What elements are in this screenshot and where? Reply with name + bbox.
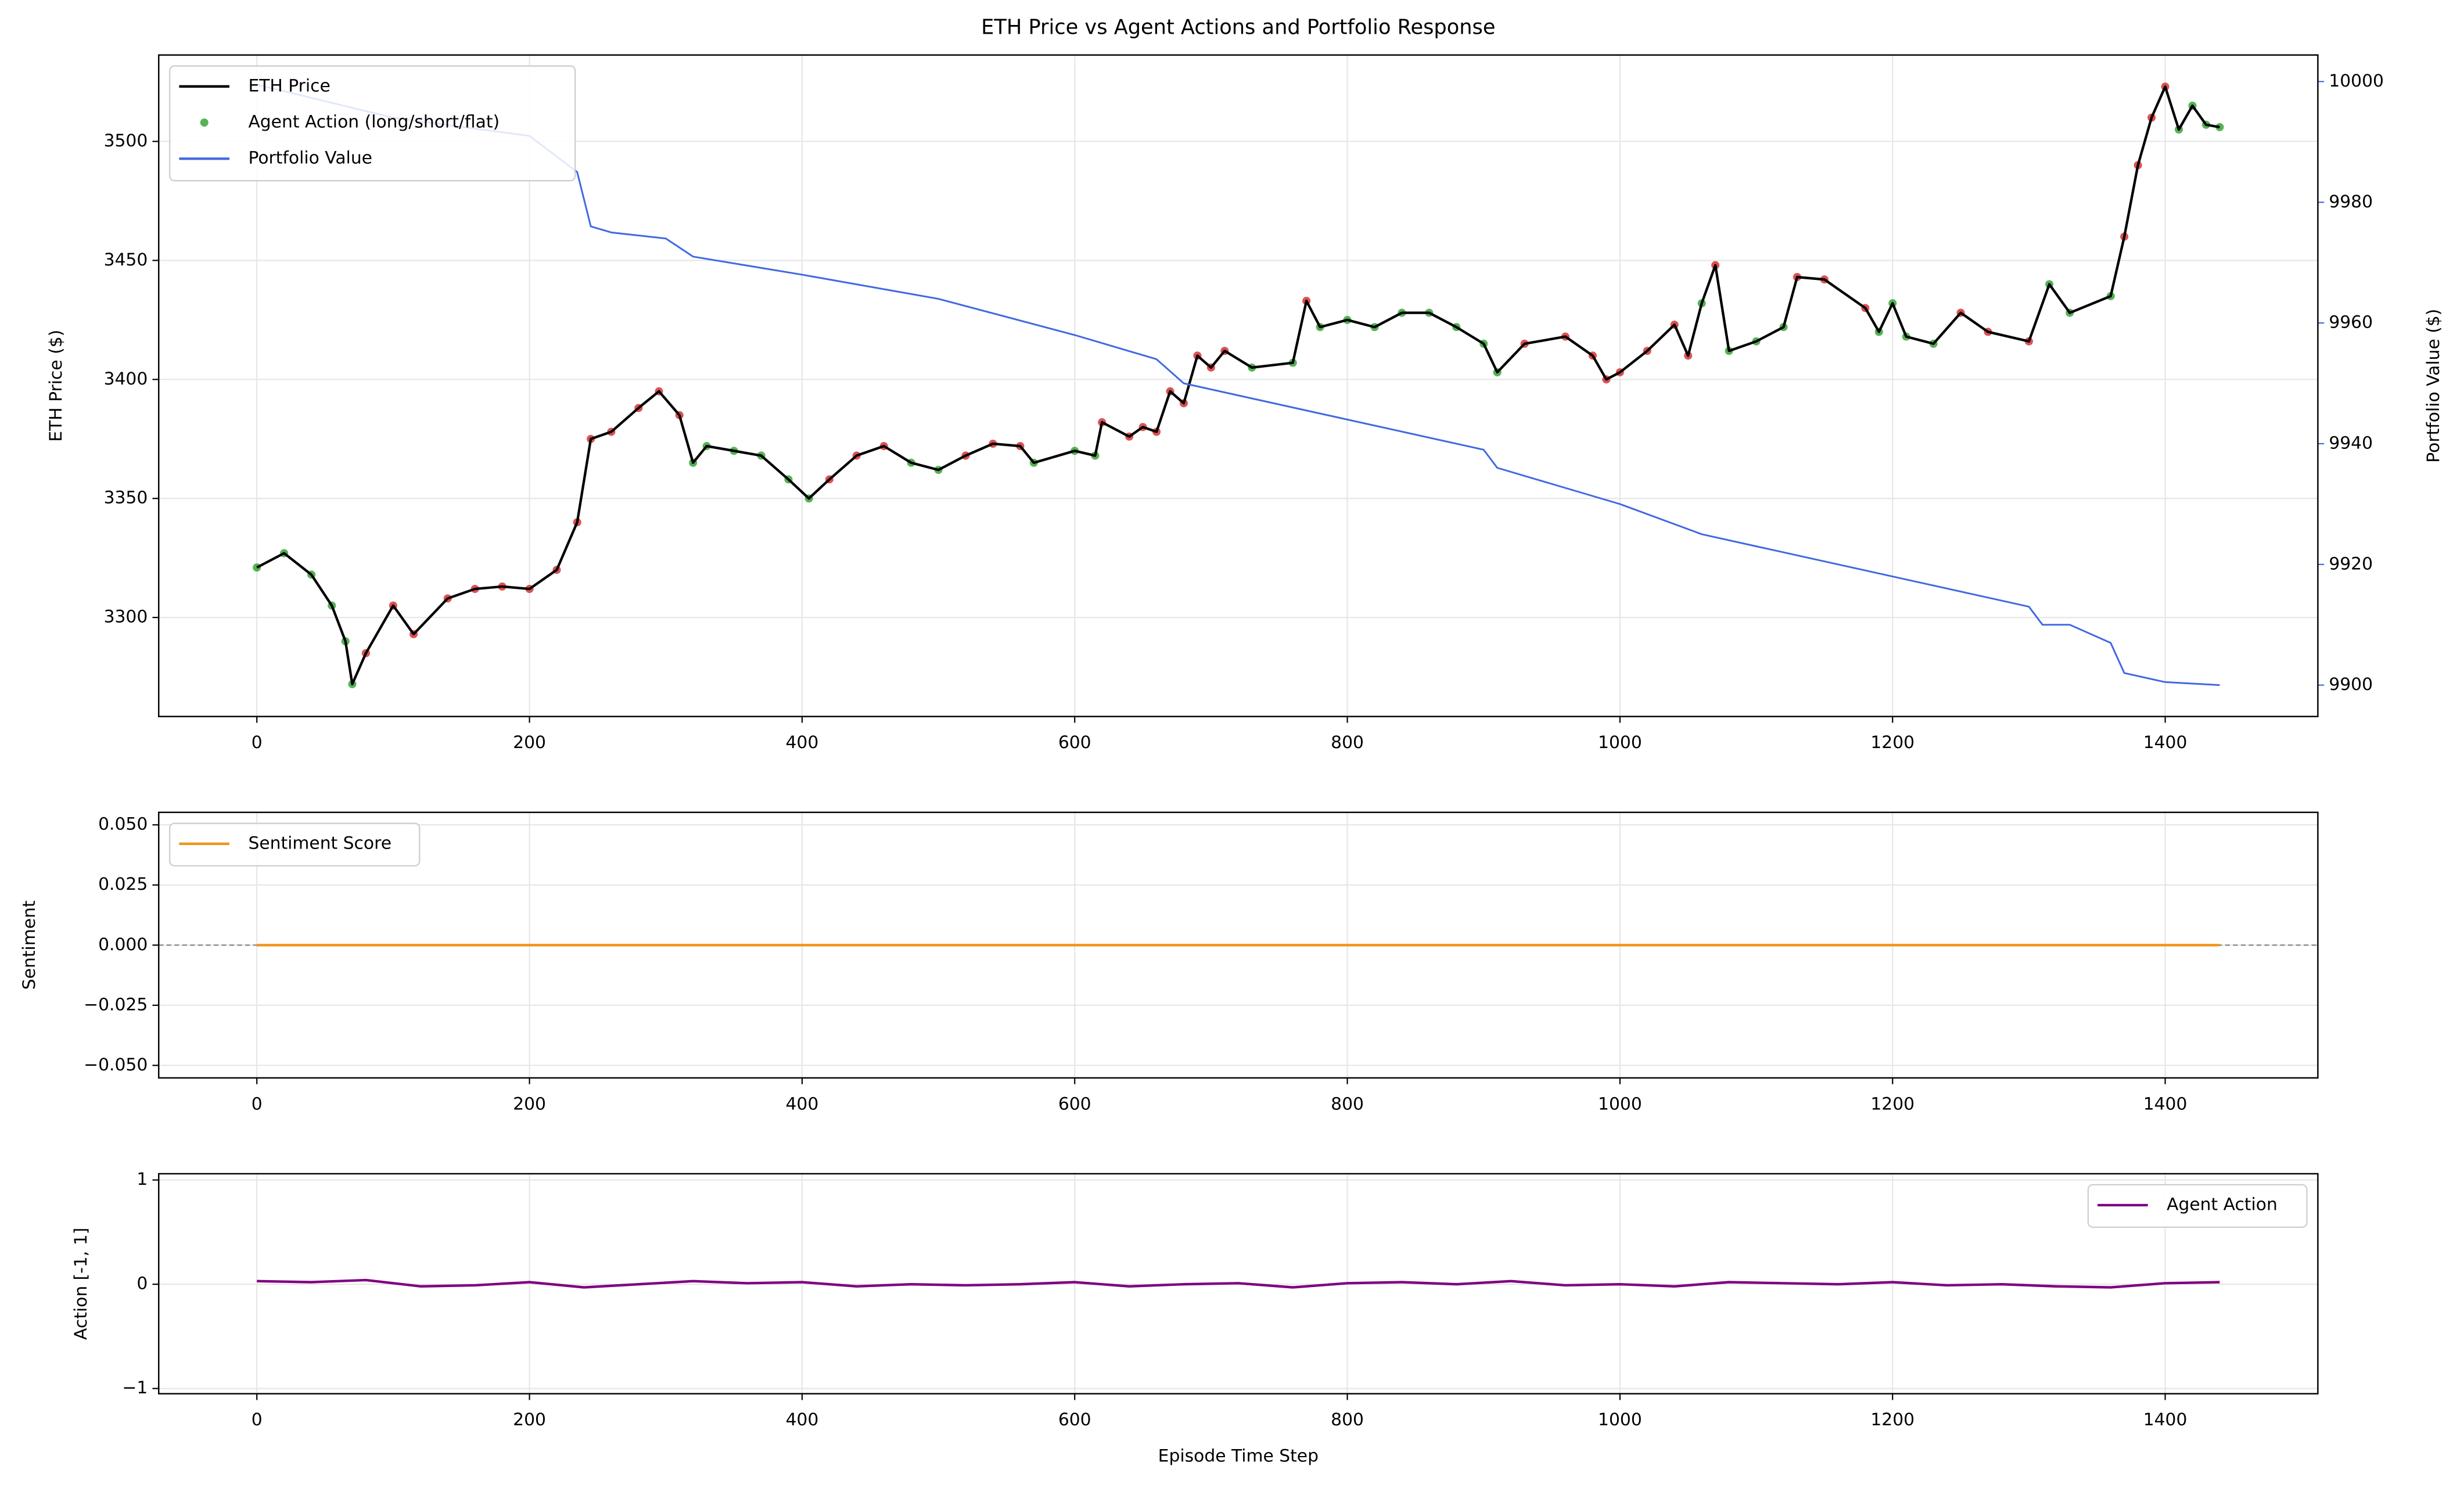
- x-tick-label: 1400: [2143, 1094, 2188, 1114]
- x-tick-label: 1400: [2143, 1410, 2188, 1430]
- y-tick-label: 0: [137, 1274, 148, 1294]
- chart-title: ETH Price vs Agent Actions and Portfolio…: [981, 16, 1495, 39]
- y2-tick-label: 9940: [2329, 433, 2373, 453]
- y-tick-label: 3400: [104, 369, 148, 389]
- x-tick-label: 200: [513, 1094, 546, 1114]
- legend-label: Portfolio Value: [248, 148, 372, 168]
- x-tick-label: 0: [252, 1094, 263, 1114]
- y-tick-label: 0.025: [98, 874, 148, 894]
- x-tick-label: 1000: [1598, 1410, 1642, 1430]
- x-tick-label: 400: [785, 1410, 818, 1430]
- y-tick-label: 3500: [104, 131, 148, 151]
- plot-area: [253, 82, 2224, 688]
- series-line: [256, 84, 2220, 687]
- x-tick-label: 1000: [1598, 732, 1642, 753]
- axes-frame: [158, 1173, 2319, 1394]
- legend-marker: [200, 118, 209, 127]
- x-tick-label: 0: [252, 1410, 263, 1430]
- legend: ETH Price Agent Action (long/short/flat) P…: [169, 65, 576, 182]
- x-tick-label: 800: [1331, 732, 1364, 753]
- y-tick-label: −1: [122, 1378, 148, 1398]
- x-axis-label: Episode Time Step: [1158, 1446, 1319, 1466]
- y2-tick-label: 10000: [2329, 71, 2384, 91]
- axes-frame: [158, 54, 2319, 717]
- x-tick-label: 0: [252, 732, 263, 753]
- y2-axis-label: Portfolio Value ($): [2423, 309, 2444, 463]
- legend-label: Agent Action: [2167, 1195, 2278, 1215]
- y-axis-label: Sentiment: [19, 900, 39, 990]
- legend-box: [2087, 1184, 2308, 1228]
- y-tick-label: −0.025: [84, 994, 148, 1015]
- legend-label: ETH Price: [248, 76, 330, 96]
- y-axis-label: ETH Price ($): [46, 330, 66, 442]
- axes-frame: [158, 811, 2319, 1079]
- x-tick-label: 600: [1058, 1410, 1091, 1430]
- x-tick-label: 600: [1058, 732, 1091, 753]
- x-tick-label: 200: [513, 1410, 546, 1430]
- x-tick-label: 800: [1331, 1410, 1364, 1430]
- x-tick-label: 400: [785, 732, 818, 753]
- x-tick-label: 1200: [1870, 732, 1915, 753]
- y-axis-label: Action [-1, 1]: [71, 1228, 91, 1340]
- x-tick-label: 600: [1058, 1094, 1091, 1114]
- y2-tick-label: 9900: [2329, 674, 2373, 695]
- y-tick-label: 1: [137, 1169, 148, 1189]
- legend-label: Agent Action (long/short/flat): [248, 112, 500, 132]
- y-tick-label: 0.050: [98, 814, 148, 835]
- series-line: [257, 1278, 2220, 1289]
- legend-label: Sentiment Score: [248, 833, 391, 853]
- x-tick-label: 1200: [1870, 1410, 1915, 1430]
- legend: Agent Action: [2087, 1184, 2308, 1228]
- x-tick-label: 800: [1331, 1094, 1364, 1114]
- legend-box: [169, 822, 421, 867]
- series-line: [256, 85, 2220, 686]
- y-tick-label: 3450: [104, 250, 148, 270]
- y2-tick-label: 9920: [2329, 553, 2373, 574]
- y-tick-label: 0.000: [98, 935, 148, 955]
- legend: Sentiment Score: [169, 822, 421, 867]
- y2-tick-label: 9960: [2329, 312, 2373, 333]
- y-tick-label: 3300: [104, 607, 148, 627]
- x-tick-label: 1200: [1870, 1094, 1915, 1114]
- x-tick-label: 1000: [1598, 1094, 1642, 1114]
- y2-tick-label: 9980: [2329, 192, 2373, 212]
- y-tick-label: −0.050: [84, 1055, 148, 1075]
- y-tick-label: 3350: [104, 488, 148, 508]
- plot-area: [257, 1278, 2220, 1289]
- legend-box: [169, 65, 576, 182]
- x-tick-label: 200: [513, 732, 546, 753]
- x-tick-label: 400: [785, 1094, 818, 1114]
- x-tick-label: 1400: [2143, 732, 2188, 753]
